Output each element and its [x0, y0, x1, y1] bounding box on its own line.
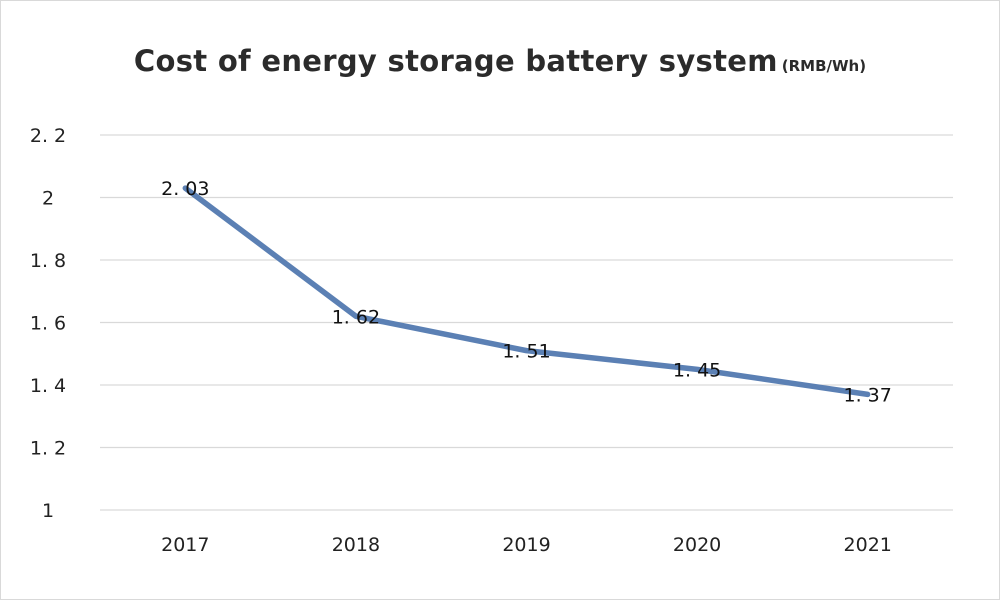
series-line: [182, 185, 871, 398]
x-tick-label: 2021: [844, 534, 892, 556]
data-label: 1. 51: [502, 341, 550, 363]
x-tick-label: 2020: [673, 534, 721, 556]
data-labels: 2. 03 1. 62 1. 51 1. 45 1. 37: [161, 178, 892, 406]
y-tick-label: 2: [42, 188, 54, 210]
data-label: 1. 62: [332, 306, 380, 328]
data-label: 1. 45: [673, 359, 721, 381]
data-label: 1. 37: [844, 384, 892, 406]
y-tick-label: 1. 8: [30, 250, 66, 272]
x-tick-label: 2017: [161, 534, 209, 556]
y-tick-label: 1: [42, 500, 54, 522]
series: [182, 185, 871, 398]
gridlines: [100, 134, 953, 511]
x-tick-label: 2018: [332, 534, 380, 556]
x-axis: 2017 2018 2019 2020 2021: [161, 534, 892, 556]
y-axis: 1 1. 2 1. 4 1. 6 1. 8 2 2. 2: [30, 125, 66, 522]
y-tick-label: 1. 4: [30, 375, 66, 397]
chart-unit: (RMB/Wh): [781, 57, 867, 75]
x-tick-label: 2019: [502, 534, 550, 556]
y-tick-label: 1. 6: [30, 313, 66, 335]
chart-title-row: Cost of energy storage battery system (RM…: [0, 44, 1000, 78]
chart-title: Cost of energy storage battery system: [133, 44, 778, 78]
data-label: 2. 03: [161, 178, 209, 200]
y-tick-label: 2. 2: [30, 125, 66, 147]
y-tick-label: 1. 2: [30, 438, 66, 460]
